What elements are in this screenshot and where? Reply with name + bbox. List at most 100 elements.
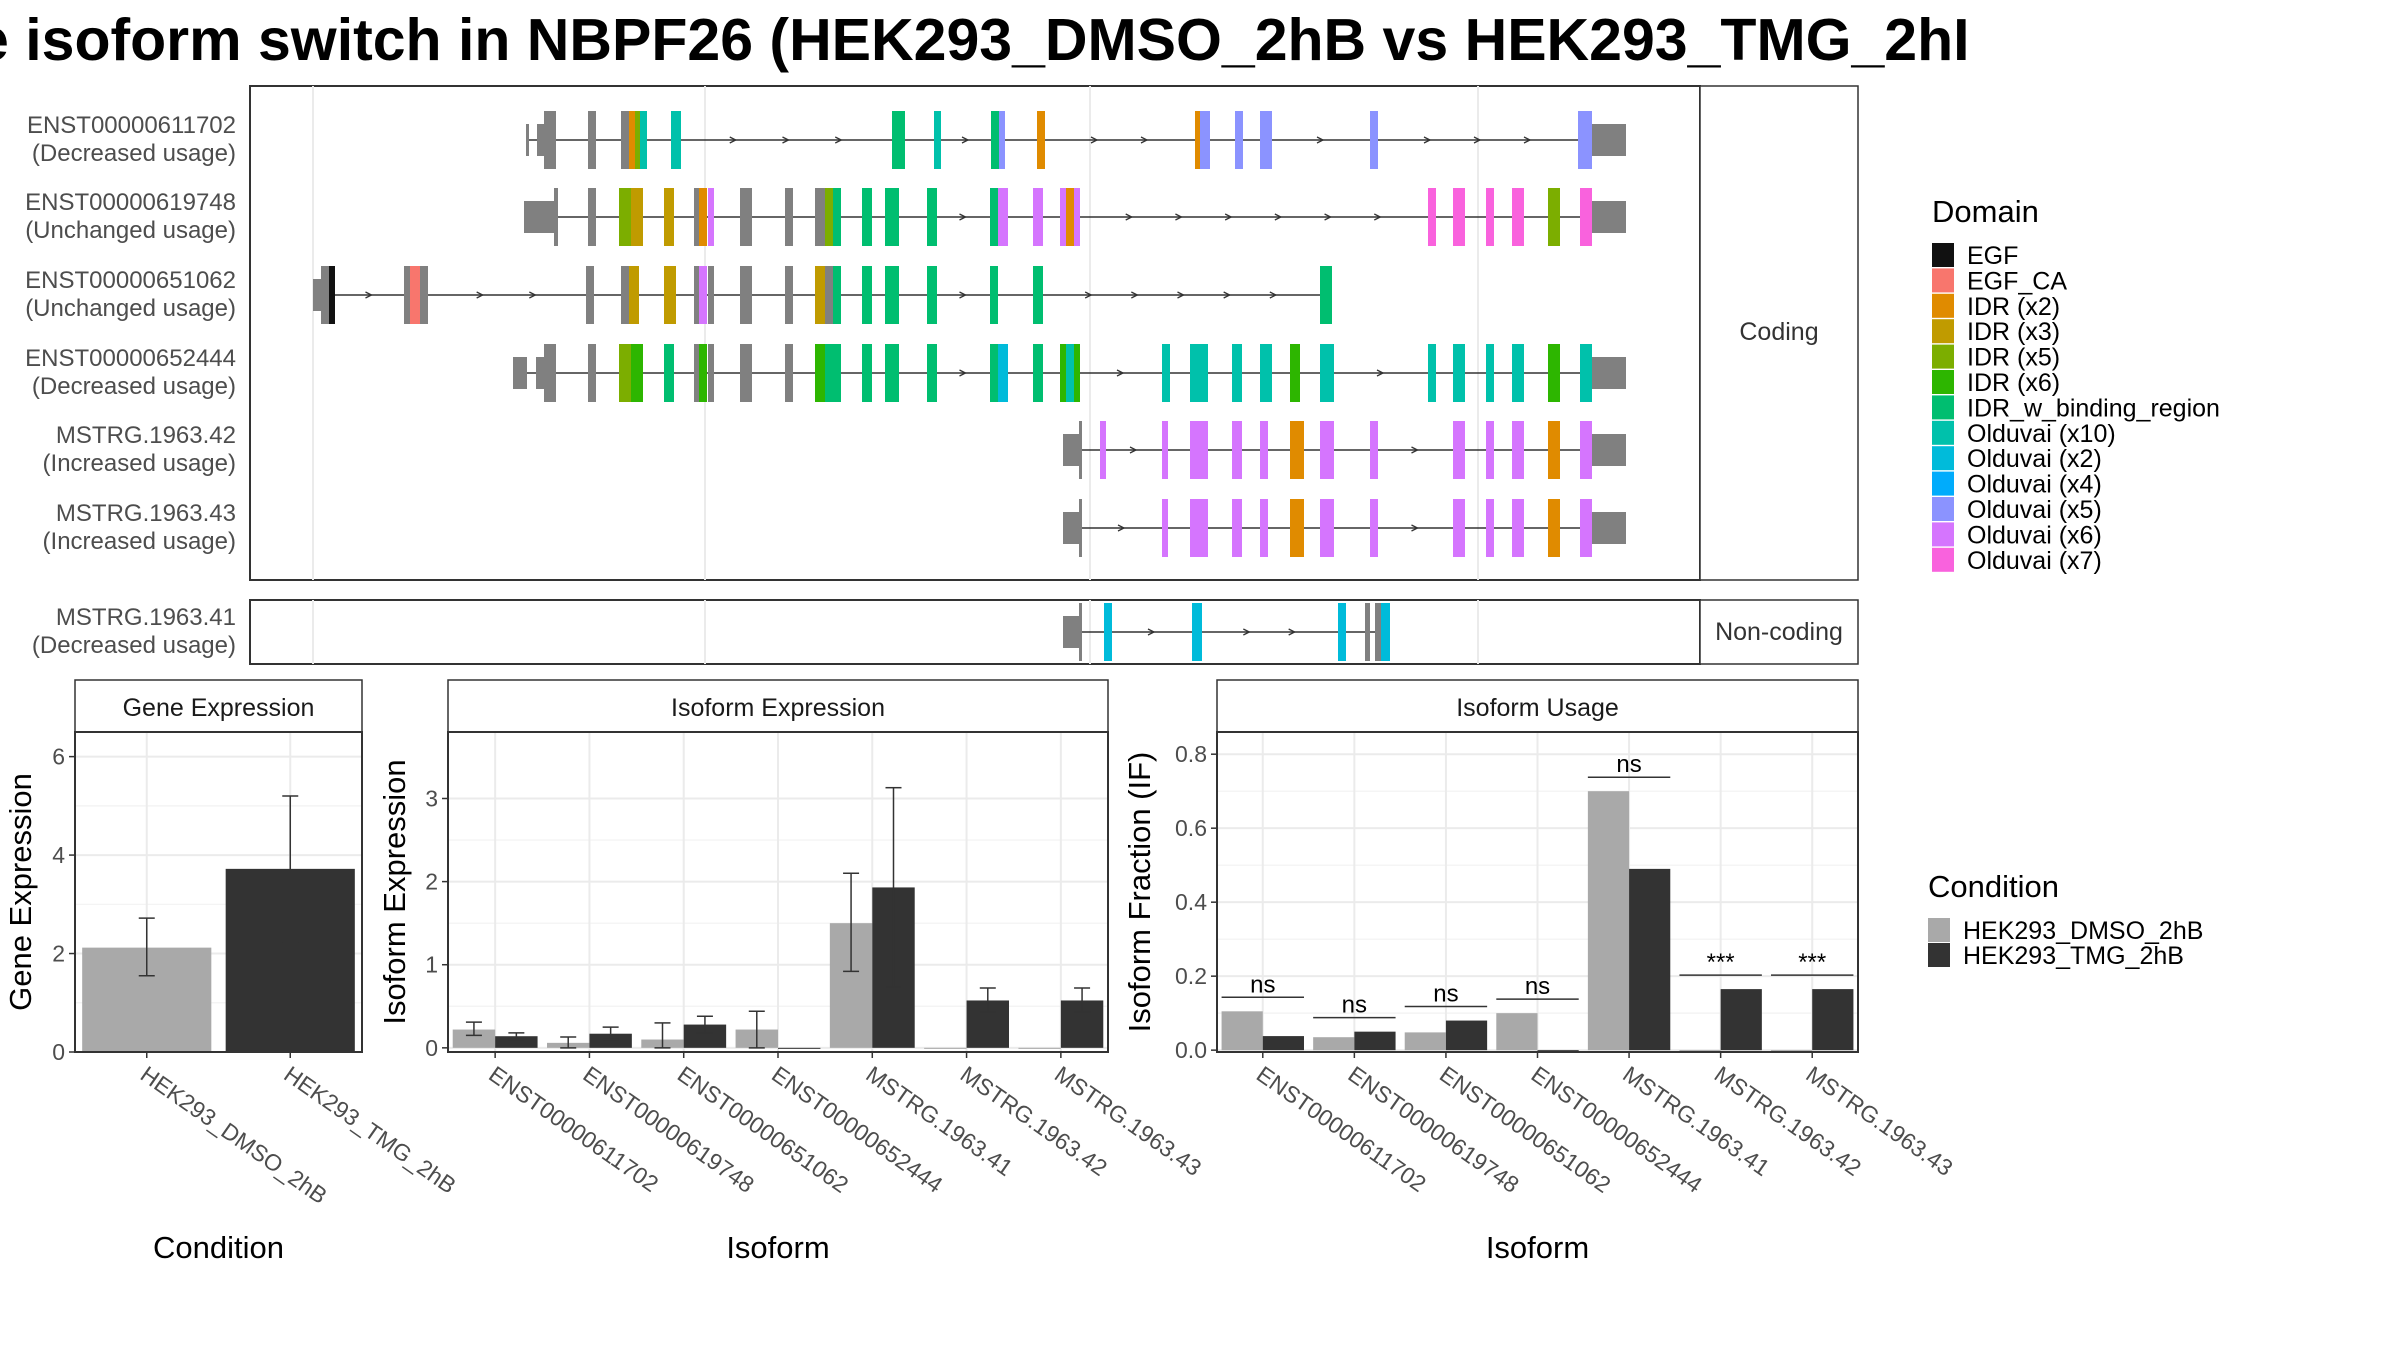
- exon-block: [635, 111, 640, 169]
- exon-block: [740, 188, 752, 246]
- exon-block: [1592, 357, 1626, 389]
- exon-block: [1370, 421, 1378, 479]
- exon-block: [1079, 603, 1082, 661]
- condition-legend-label: HEK293_TMG_2hB: [1963, 942, 2184, 970]
- exon-block: [631, 188, 643, 246]
- transcript-id-label: MSTRG.1963.43: [56, 500, 236, 527]
- domain-legend-label: EGF_CA: [1967, 267, 2067, 295]
- domain-legend-key: [1932, 522, 1954, 546]
- exon-block: [990, 188, 998, 246]
- exon-block: [1580, 499, 1592, 557]
- exon-block: [1232, 499, 1242, 557]
- exon-block: [1060, 344, 1066, 402]
- domain-legend-label: Olduvai (x7): [1967, 547, 2102, 575]
- x-tick-label: ENST00000652444: [1527, 1061, 1708, 1198]
- domain-legend-key: [1932, 243, 1954, 267]
- exon-block: [1580, 421, 1592, 479]
- x-tick-label: ENST00000611702: [484, 1061, 663, 1197]
- domain-legend-label: IDR (x3): [1967, 318, 2060, 346]
- bar: [1496, 1013, 1537, 1050]
- exon-block: [1260, 499, 1268, 557]
- exon-block: [990, 266, 998, 324]
- exon-block: [740, 266, 752, 324]
- significance-label: ns: [1616, 751, 1641, 778]
- exon-block: [825, 266, 833, 324]
- exon-block: [1260, 421, 1268, 479]
- exon-block: [1381, 603, 1390, 661]
- bar: [1405, 1032, 1446, 1050]
- transcript-usage-label: (Increased usage): [43, 528, 236, 555]
- domain-legend-key: [1932, 395, 1954, 419]
- exon-block: [404, 266, 410, 324]
- exon-block: [1232, 421, 1242, 479]
- exon-block: [862, 188, 872, 246]
- exon-block: [1235, 111, 1243, 169]
- domain-legend-key: [1932, 370, 1954, 394]
- y-axis-title: Isoform Fraction (IF): [1122, 752, 1157, 1033]
- x-tick-label: ENST00000651062: [1435, 1061, 1615, 1198]
- bar: [1629, 869, 1670, 1050]
- exon-block: [1320, 266, 1332, 324]
- exon-block: [1260, 344, 1272, 402]
- y-tick-label: 0.8: [1175, 741, 1207, 767]
- domain-legend-key: [1932, 497, 1954, 521]
- panel-title: Isoform Usage: [1456, 694, 1619, 722]
- significance-label: ***: [1798, 949, 1826, 976]
- exon-block: [1338, 603, 1346, 661]
- exon-block: [927, 344, 937, 402]
- domain-legend-key: [1932, 548, 1954, 572]
- exon-block: [619, 188, 631, 246]
- domain-legend-key: [1932, 472, 1954, 496]
- structure-panel-coding: [250, 86, 1700, 580]
- exon-block: [1548, 421, 1560, 479]
- exon-block: [885, 344, 899, 402]
- domain-legend-label: Olduvai (x6): [1967, 521, 2102, 549]
- exon-block: [524, 201, 554, 233]
- transcript-usage-label: (Decreased usage): [32, 632, 236, 659]
- exon-block: [1592, 434, 1626, 466]
- exon-block: [833, 188, 841, 246]
- transcript-id-label: ENST00000619748: [25, 189, 236, 216]
- condition-legend-key: [1928, 918, 1950, 942]
- domain-legend-label: IDR (x6): [1967, 369, 2060, 397]
- panel-title: Isoform Expression: [671, 694, 885, 722]
- figure-canvas: CodingNon-codingENST00000611702(Decrease…: [0, 0, 2400, 1350]
- y-axis-title: Isoform Expression: [377, 759, 412, 1024]
- y-tick-label: 2: [52, 941, 65, 967]
- x-tick-label: ENST00000619748: [1343, 1061, 1523, 1198]
- exon-block: [785, 266, 793, 324]
- exon-block: [664, 266, 676, 324]
- bar: [1354, 1032, 1395, 1050]
- exon-block: [1162, 421, 1168, 479]
- exon-block: [708, 266, 714, 324]
- exon-block: [1104, 603, 1112, 661]
- bar: [1313, 1037, 1354, 1050]
- exon-block: [862, 266, 872, 324]
- exon-block: [699, 266, 707, 324]
- transcript-id-label: MSTRG.1963.41: [56, 604, 236, 631]
- bar: [1812, 989, 1853, 1050]
- exon-block: [1290, 344, 1300, 402]
- bar: [1263, 1036, 1304, 1050]
- y-tick-label: 0.0: [1175, 1037, 1207, 1063]
- exon-block: [1195, 111, 1200, 169]
- exon-block: [1320, 344, 1334, 402]
- condition-legend-label: HEK293_DMSO_2hB: [1963, 917, 2203, 945]
- exon-block: [862, 344, 872, 402]
- exon-block: [1320, 421, 1334, 479]
- domain-legend-label: IDR (x2): [1967, 293, 2060, 321]
- exon-block: [694, 188, 699, 246]
- exon-block: [621, 111, 629, 169]
- exon-block: [1548, 499, 1560, 557]
- exon-block: [1365, 603, 1370, 661]
- exon-block: [1063, 616, 1079, 648]
- exon-block: [1512, 188, 1524, 246]
- exon-block: [1580, 344, 1592, 402]
- exon-block: [1033, 266, 1043, 324]
- x-tick-label: ENST00000619748: [579, 1061, 759, 1198]
- significance-label: ns: [1342, 992, 1367, 1019]
- exon-block: [1486, 499, 1494, 557]
- exon-block: [1512, 499, 1524, 557]
- y-tick-label: 3: [425, 785, 438, 811]
- exon-block: [410, 266, 420, 324]
